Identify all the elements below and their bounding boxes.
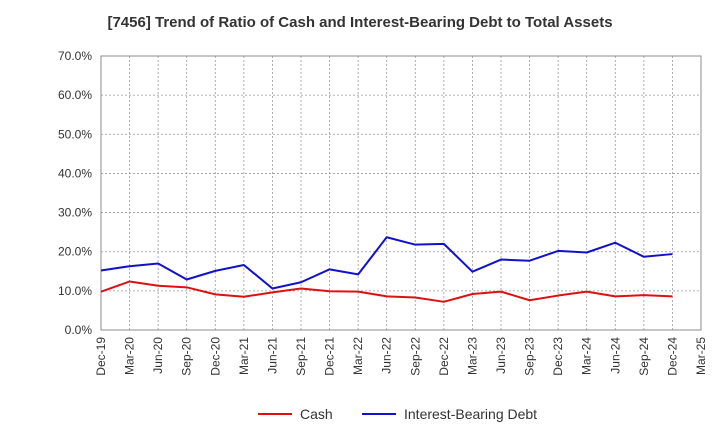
y-tick-label: 10.0% — [58, 284, 92, 298]
x-tick-label: Dec-20 — [208, 337, 222, 376]
y-tick-label: 30.0% — [58, 206, 92, 220]
legend-label: Cash — [300, 406, 333, 422]
x-tick-label: Jun-20 — [151, 337, 165, 374]
legend-label: Interest-Bearing Debt — [404, 406, 537, 422]
chart-title: [7456] Trend of Ratio of Cash and Intere… — [107, 14, 613, 31]
y-tick-label: 70.0% — [58, 49, 92, 63]
y-tick-label: 60.0% — [58, 88, 92, 102]
x-tick-label: Mar-24 — [580, 337, 594, 375]
x-tick-label: Sep-24 — [637, 337, 651, 376]
plot-area — [100, 55, 702, 331]
x-tick-label: Sep-21 — [294, 337, 308, 376]
x-tick-label: Sep-22 — [408, 337, 422, 376]
y-tick-label: 20.0% — [58, 245, 92, 259]
x-tick-label: Dec-24 — [665, 337, 679, 376]
x-tick-label: Mar-23 — [465, 337, 479, 375]
series-line-cash — [100, 280, 673, 303]
x-tick-label: Jun-23 — [494, 337, 508, 374]
y-tick-label: 50.0% — [58, 127, 92, 141]
x-tick-label: Mar-22 — [351, 337, 365, 375]
y-tick-label: 40.0% — [58, 166, 92, 180]
x-tick-label: Dec-21 — [323, 337, 337, 376]
x-tick-label: Sep-20 — [180, 337, 194, 376]
legend: Cash Interest-Bearing Debt — [258, 406, 537, 422]
x-tick-label: Sep-23 — [523, 337, 537, 376]
x-axis-ticks: Dec-19 Mar-20 Jun-20 Sep-20 Dec-20 Mar-21 Jun-… — [94, 337, 708, 376]
y-axis-ticks: 0.0% 10.0% 20.0% 30.0% 40.0% 50.0% 60.0% 70.0% — [58, 49, 92, 337]
x-tick-label: Jun-22 — [380, 337, 394, 374]
x-tick-label: Mar-21 — [237, 337, 251, 375]
x-tick-label: Dec-23 — [551, 337, 565, 376]
y-tick-label: 0.0% — [65, 323, 93, 337]
x-tick-label: Dec-19 — [94, 337, 108, 376]
x-tick-label: Jun-24 — [608, 337, 622, 374]
series-line-interest-bearing-debt — [100, 236, 673, 290]
x-tick-label: Mar-25 — [694, 337, 708, 375]
x-tick-label: Jun-21 — [265, 337, 279, 374]
x-tick-label: Mar-20 — [123, 337, 137, 375]
x-tick-label: Dec-22 — [437, 337, 451, 376]
series-lines — [100, 236, 673, 303]
